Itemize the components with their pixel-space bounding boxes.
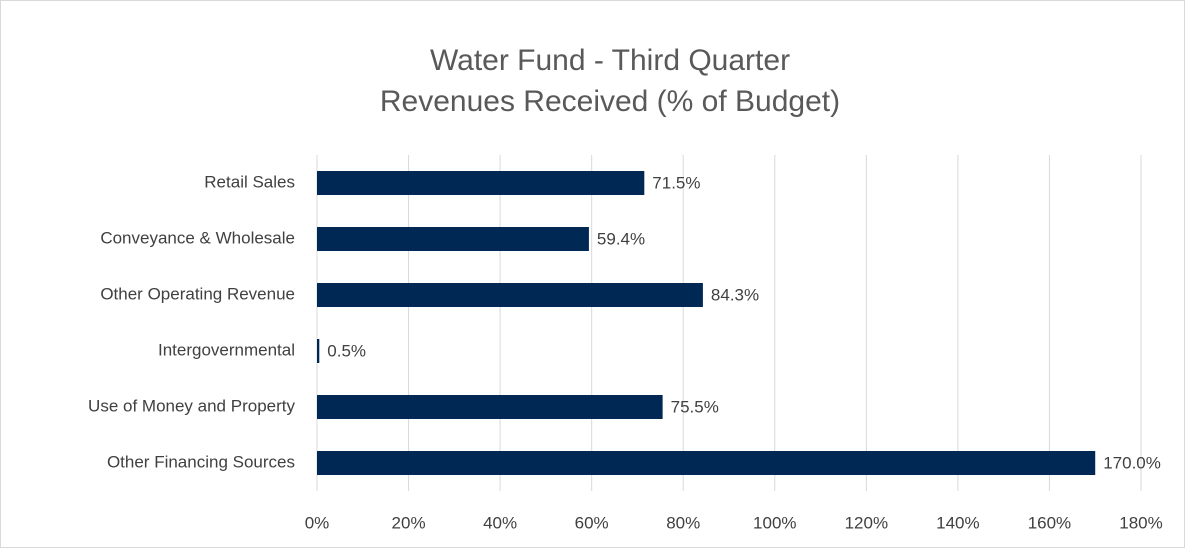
y-tick-label: Conveyance & Wholesale (100, 228, 295, 247)
data-label: 75.5% (671, 397, 719, 416)
bar (317, 339, 320, 363)
y-tick-label: Other Financing Sources (107, 452, 295, 471)
data-label: 71.5% (652, 173, 700, 192)
x-tick-label: 60% (575, 513, 609, 532)
bar (317, 451, 1096, 475)
x-tick-label: 140% (936, 513, 979, 532)
data-label: 170.0% (1103, 453, 1161, 472)
x-tick-label: 80% (666, 513, 700, 532)
x-tick-label: 160% (1028, 513, 1071, 532)
data-label: 0.5% (327, 341, 366, 360)
y-tick-label: Intergovernmental (158, 340, 295, 359)
data-label: 84.3% (711, 285, 759, 304)
bar (317, 227, 589, 251)
y-tick-label: Other Operating Revenue (100, 284, 295, 303)
data-label: 59.4% (597, 229, 645, 248)
bar (317, 395, 663, 419)
x-tick-label: 120% (845, 513, 888, 532)
y-tick-label: Retail Sales (204, 172, 295, 191)
chart-title: Water Fund - Third Quarter (430, 44, 790, 77)
x-tick-label: 0% (305, 513, 330, 532)
x-tick-label: 180% (1119, 513, 1162, 532)
y-tick-label: Use of Money and Property (88, 396, 295, 415)
chart-subtitle: Revenues Received (% of Budget) (380, 85, 840, 118)
bar (317, 171, 645, 195)
x-tick-label: 100% (753, 513, 796, 532)
x-tick-label: 20% (392, 513, 426, 532)
x-tick-label: 40% (483, 513, 517, 532)
bar (317, 283, 703, 307)
